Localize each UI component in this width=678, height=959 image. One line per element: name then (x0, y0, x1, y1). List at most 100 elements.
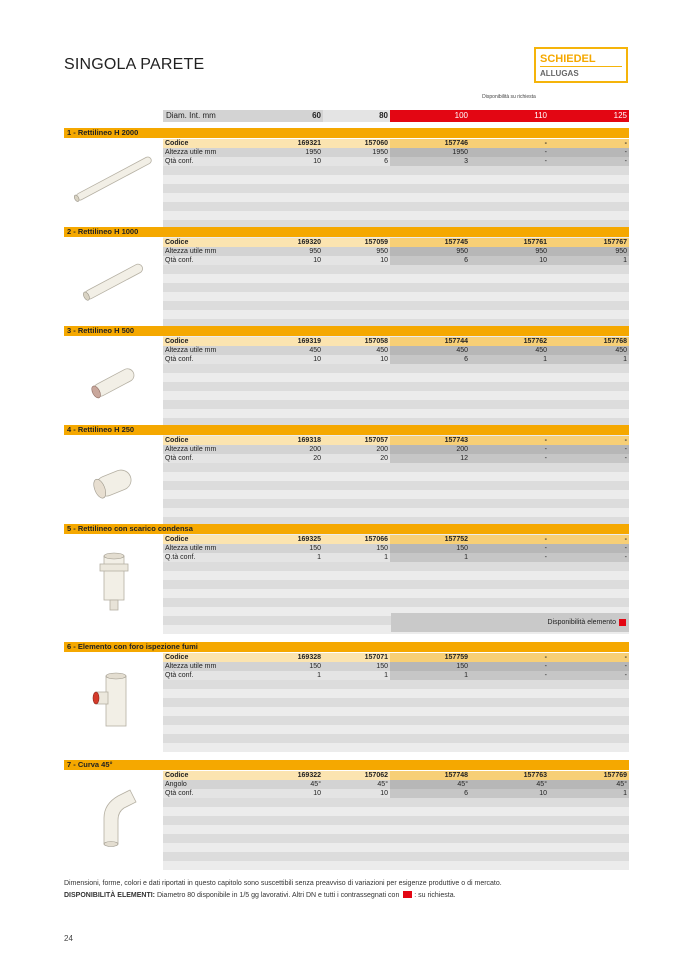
table-row: Codice 169322 157062 157748 157763 157769 (163, 771, 629, 780)
empty-row (163, 382, 629, 391)
row-label: Altezza utile mm (165, 347, 217, 354)
row-label: Altezza utile mm (165, 545, 217, 552)
row-label: Codice (165, 437, 189, 444)
table-row: Qtà conf. 1 1 1- - (163, 671, 629, 680)
page-number: 24 (64, 934, 73, 943)
empty-row (163, 562, 629, 571)
table-row: Codice 169328 157071 157759- - (163, 653, 629, 662)
table-cell: 200 (376, 446, 388, 453)
empty-row (163, 193, 629, 202)
table-row: Qtà conf. 10 10 6 1 1 (163, 355, 629, 364)
table-cell: 1950 (372, 149, 388, 156)
row-label: Qtà conf. (165, 455, 194, 462)
empty-row (163, 852, 629, 861)
empty-row (163, 472, 629, 481)
empty-row (163, 698, 629, 707)
table-cell: - (549, 653, 629, 662)
table-cell: 20 (313, 455, 321, 462)
table-cell: 10 (380, 356, 388, 363)
empty-row (163, 175, 629, 184)
table-cell: - (470, 139, 549, 148)
table-cell: 169321 (297, 140, 321, 147)
footer-availability-heading: DISPONIBILITÀ ELEMENTI: (64, 892, 155, 899)
table-cell: 157769 (549, 771, 629, 780)
footer-availability-end: : su richiesta. (414, 892, 456, 899)
empty-row (163, 508, 629, 517)
table-row: Codice 169319 157058 157744 157762 157768 (163, 337, 629, 346)
pipe-500-icon (74, 348, 154, 423)
pipe-1000-icon (74, 247, 154, 322)
diameter-label: Diam. Int. mm (163, 110, 323, 122)
empty-row (163, 463, 629, 472)
table-cell: 157767 (549, 238, 629, 247)
empty-row (163, 499, 629, 508)
table-cell: 150 (309, 663, 321, 670)
table-cell: - (549, 445, 629, 454)
table-cell: 1 (549, 789, 629, 798)
empty-row (163, 689, 629, 698)
logo-sub: ALLUGAS (540, 69, 579, 78)
empty-row (163, 292, 629, 301)
table-cell: 450 (470, 346, 549, 355)
table-cell: 10 (470, 256, 549, 265)
footer-note: Dimensioni, forme, colori e dati riporta… (64, 878, 502, 902)
row-label: Codice (165, 536, 189, 543)
row-label: Codice (165, 772, 189, 779)
table-cell: 450 (390, 346, 470, 355)
table-cell: 1 (384, 672, 388, 679)
empty-row (163, 580, 629, 589)
diameter-row: Diam. Int. mm 60 80 100 110 125 (163, 110, 629, 122)
section-title: 5 - Rettilineo con scarico condensa (64, 524, 629, 534)
table-cell: 1 (390, 553, 470, 562)
table-row: Altezza utile mm 150 150 150- - (163, 544, 629, 553)
table-cell: 1950 (305, 149, 321, 156)
table-cell: 157058 (364, 338, 388, 345)
table-row: Qtà conf. 10 10 6 10 1 (163, 256, 629, 265)
table-cell: 169322 (297, 772, 321, 779)
section-title: 7 - Curva 45° (64, 760, 629, 770)
table-cell: 10 (380, 257, 388, 264)
table-cell: 3 (390, 157, 470, 166)
table-cell: 12 (390, 454, 470, 463)
table-cell: - (470, 157, 549, 166)
condensate-pipe-icon (74, 546, 154, 621)
red-square-icon (619, 619, 626, 626)
table-row: Altezza utile mm 450 450 450 450 450 (163, 346, 629, 355)
footer-availability-text: Diametro 80 disponibile in 1/5 gg lavora… (155, 892, 400, 899)
section-title: 1 - Rettilineo H 2000 (64, 128, 629, 138)
long-pipe-icon (73, 144, 154, 219)
table-cell: 450 (549, 346, 629, 355)
row-label: Codice (165, 239, 189, 246)
footer-line-2: DISPONIBILITÀ ELEMENTI: Diametro 80 disp… (64, 890, 502, 902)
table-cell: 157763 (470, 771, 549, 780)
table-cell: 950 (549, 247, 629, 256)
table-cell: 950 (390, 247, 470, 256)
table-cell: 157071 (364, 654, 388, 661)
product-section: 4 - Rettilineo H 250 Codice 169318 157057 15… (64, 425, 629, 535)
empty-row (163, 409, 629, 418)
table-cell: 1 (317, 672, 321, 679)
table-cell: - (470, 544, 549, 553)
elbow-45-icon (74, 782, 154, 857)
table-row: Qtà conf. 20 20 12- - (163, 454, 629, 463)
table-cell: 1 (390, 671, 470, 680)
table-cell: 10 (380, 790, 388, 797)
empty-row (163, 274, 629, 283)
table-cell: 157057 (364, 437, 388, 444)
pipe-250-icon (74, 449, 154, 524)
table-row: Altezza utile mm 150 150 150- - (163, 662, 629, 671)
table-cell: 157759 (390, 653, 470, 662)
empty-row (163, 707, 629, 716)
section-title: 3 - Rettilineo H 500 (64, 326, 629, 336)
table-row: Codice 169321 157060 157746- - (163, 139, 629, 148)
table-cell: - (549, 544, 629, 553)
empty-row (163, 418, 629, 427)
row-label: Qtà conf. (165, 356, 194, 363)
table-cell: 150 (390, 544, 470, 553)
table-cell: 45° (470, 780, 549, 789)
table-cell: 450 (309, 347, 321, 354)
diameter-100: 100 (390, 110, 470, 122)
table-cell: 169328 (297, 654, 321, 661)
empty-row (163, 517, 629, 526)
table-cell: 20 (380, 455, 388, 462)
